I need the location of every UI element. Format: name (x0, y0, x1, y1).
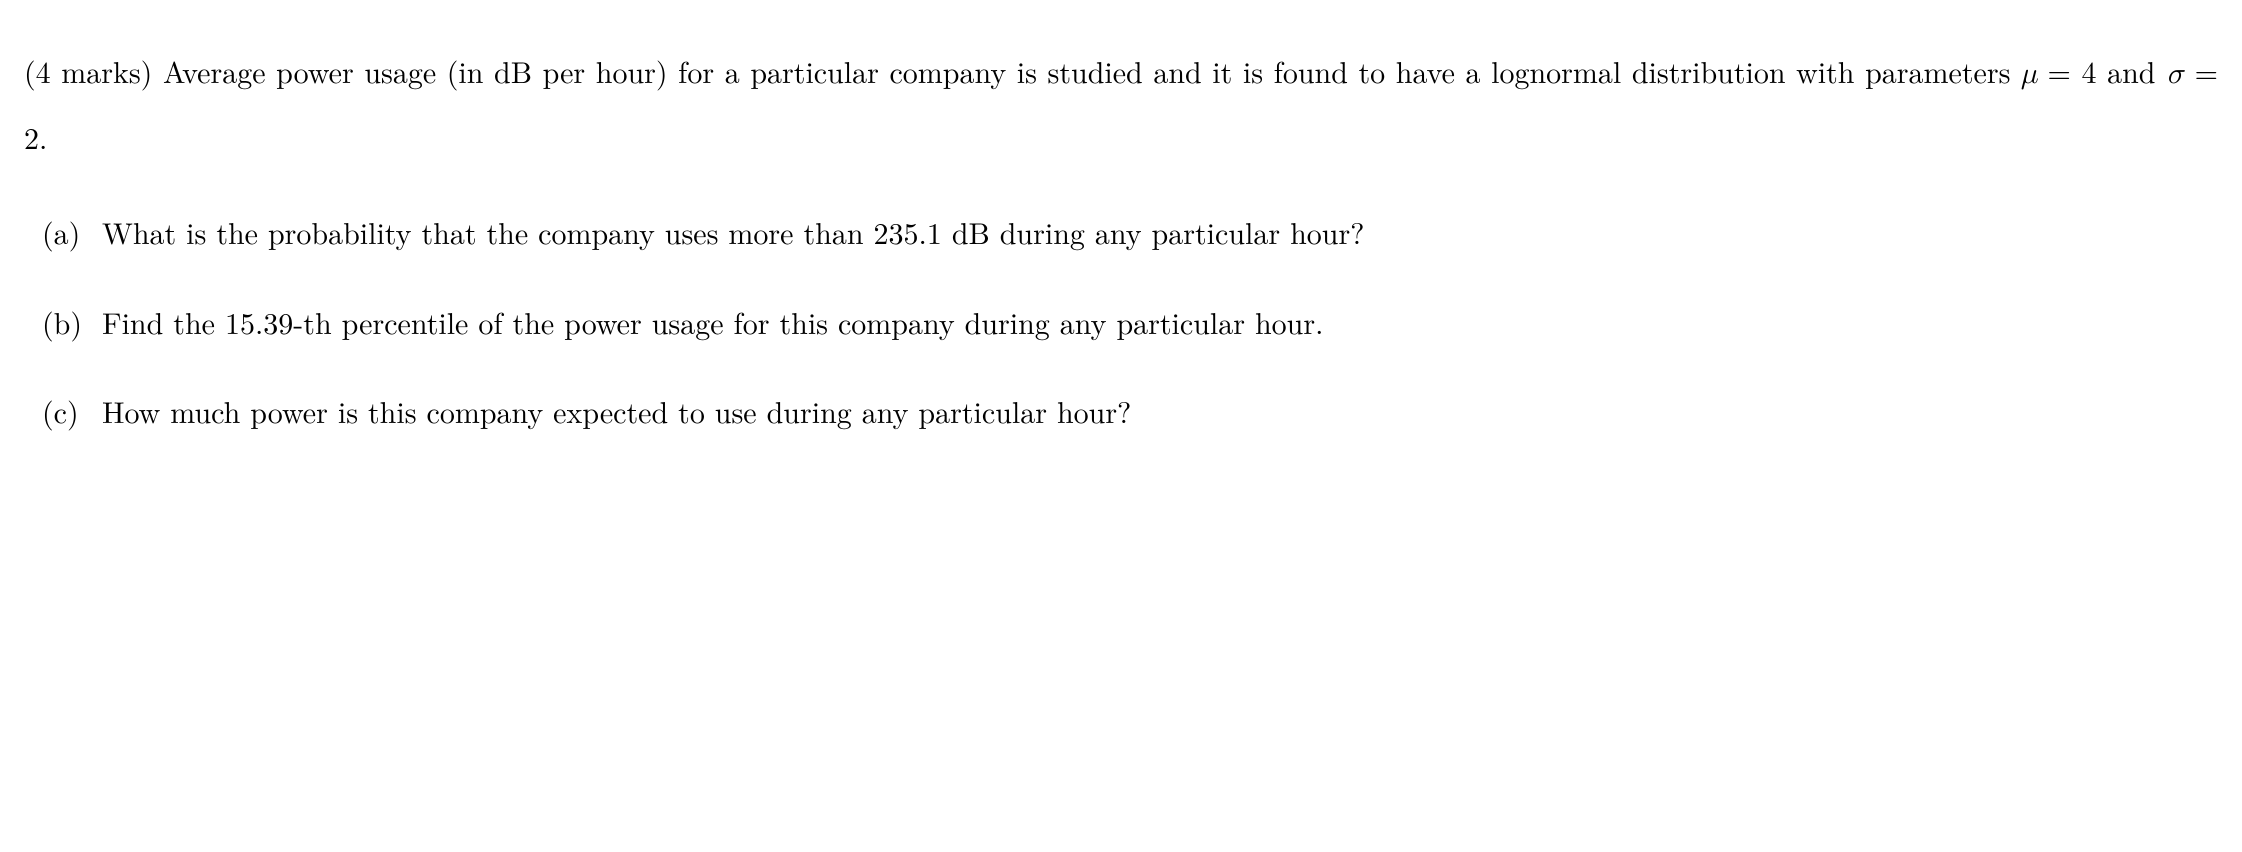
part-label-a: (a) (42, 201, 102, 263)
part-text-b: Find the 15.39-th percentile of the powe… (102, 291, 2218, 353)
marks-prefix: (4 marks) (24, 49, 152, 92)
sigma-symbol: σ (2166, 59, 2184, 89)
problem-intro: (4 marks) Average power usage (in dB per… (24, 40, 2218, 167)
part-label-b: (b) (42, 291, 102, 353)
part-label-c: (c) (42, 380, 102, 442)
part-text-a: What is the probability that the company… (102, 201, 2218, 263)
mu-eq: = 4 and (2037, 49, 2166, 92)
question-parts-list: (a) What is the probability that the com… (42, 201, 2218, 442)
question-part-a: (a) What is the probability that the com… (42, 201, 2218, 263)
question-part-b: (b) Find the 15.39-th percentile of the … (42, 291, 2218, 353)
mu-symbol: μ (2021, 59, 2037, 89)
question-part-c: (c) How much power is this company expec… (42, 380, 2218, 442)
part-text-c: How much power is this company expected … (102, 380, 2218, 442)
intro-text-1: Average power usage (in dB per hour) for… (152, 49, 2021, 92)
